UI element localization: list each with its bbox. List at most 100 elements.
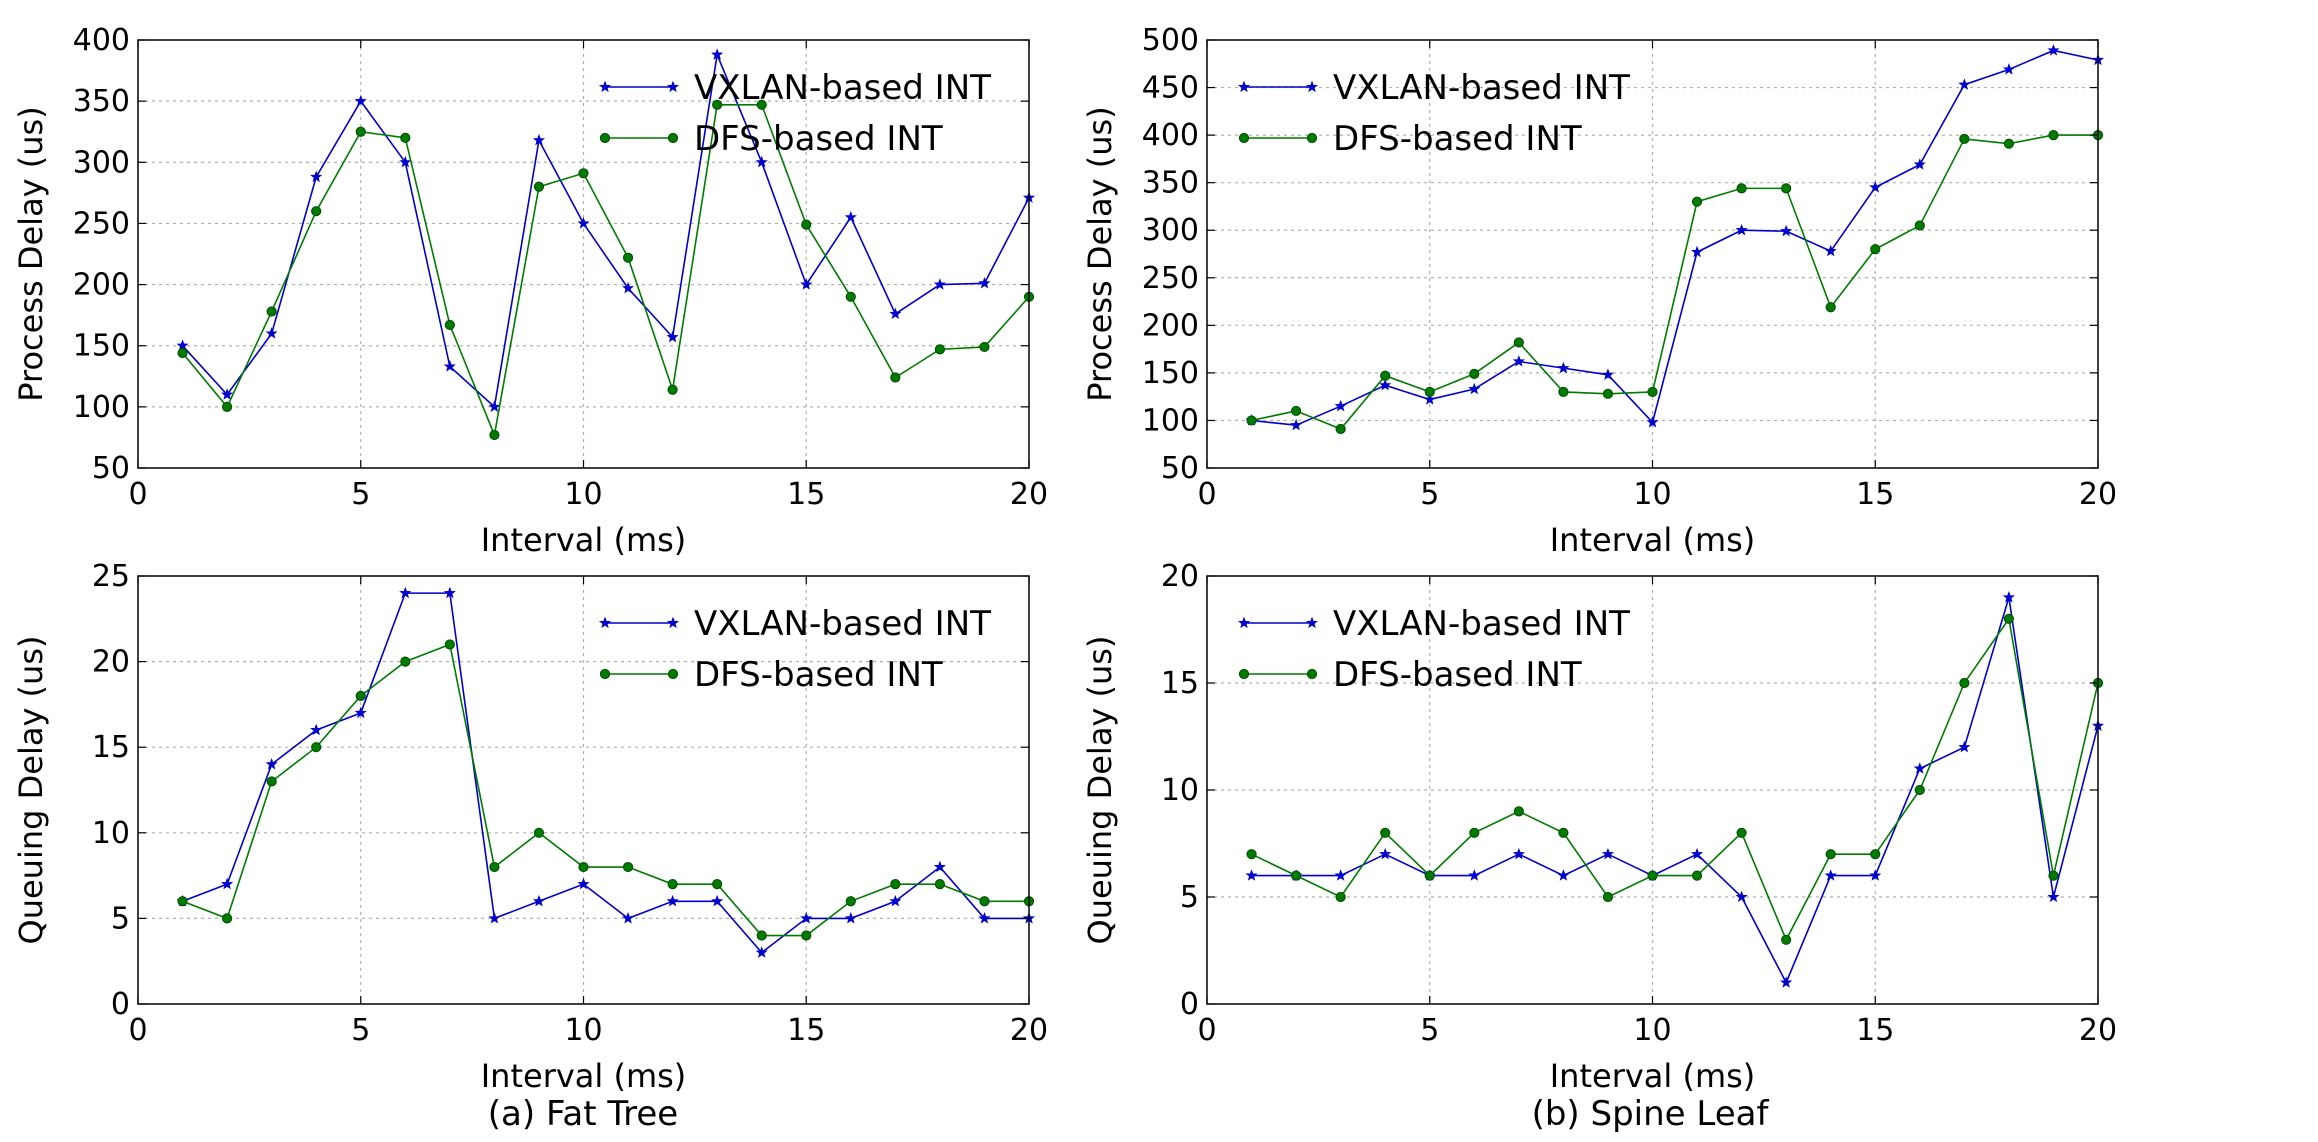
data-point-vxlan (2002, 591, 2015, 603)
series-line-dfs (1251, 616, 2099, 942)
data-point-vxlan (622, 912, 635, 924)
data-point-dfs (533, 181, 545, 192)
data-point-vxlan (310, 170, 323, 183)
legend-label-dfs: DFS-based INT (694, 655, 943, 695)
data-point-dfs (1335, 891, 1346, 903)
x-tick-label: 15 (1856, 477, 1894, 512)
data-point-vxlan (800, 278, 813, 290)
data-point-vxlan (443, 360, 456, 372)
data-point-vxlan (889, 307, 902, 320)
y-tick-label: 250 (73, 206, 130, 241)
legend-marker-vxlan (1305, 80, 1319, 93)
data-point-vxlan (532, 133, 545, 146)
data-point-dfs (1424, 870, 1435, 881)
legend-label-vxlan: VXLAN-based INT (1333, 604, 1630, 644)
x-tick-label: 10 (564, 477, 602, 512)
data-point-vxlan (666, 330, 679, 343)
y-tick-label: 0 (111, 987, 130, 1022)
y-tick-label: 50 (1161, 451, 1199, 486)
data-point-dfs (667, 879, 678, 890)
data-point-dfs (2048, 130, 2059, 141)
data-point-vxlan (1691, 847, 1704, 860)
data-point-dfs (890, 372, 901, 383)
x-tick-label: 10 (1633, 1013, 1671, 1048)
data-point-dfs (266, 776, 277, 787)
y-tick-label: 50 (92, 451, 130, 486)
data-point-dfs (444, 639, 455, 650)
data-point-vxlan (265, 757, 278, 770)
y-tick-label: 400 (73, 23, 130, 58)
data-point-dfs (311, 742, 322, 753)
data-point-vxlan (1557, 361, 1570, 374)
data-point-vxlan (755, 155, 768, 168)
data-point-vxlan (622, 281, 635, 294)
data-point-dfs (979, 896, 990, 907)
data-point-dfs (1959, 133, 1970, 145)
y-tick-label: 300 (73, 145, 130, 180)
data-point-vxlan (711, 48, 724, 60)
data-point-vxlan (666, 894, 679, 907)
data-point-vxlan (1379, 378, 1392, 391)
data-point-dfs (1246, 415, 1257, 426)
data-point-vxlan (399, 586, 412, 599)
data-point-vxlan (755, 946, 768, 958)
data-point-dfs (845, 896, 856, 907)
legend-marker-dfs (667, 668, 679, 680)
y-axis-label: Process Delay (us) (12, 106, 50, 401)
legend-marker-dfs (1306, 132, 1318, 144)
data-point-dfs (1781, 183, 1792, 194)
y-axis-label: Queuing Delay (us) (12, 636, 50, 945)
data-point-vxlan (1869, 869, 1882, 881)
x-tick-label: 0 (128, 1013, 147, 1048)
data-point-dfs (845, 291, 856, 302)
data-point-dfs (400, 656, 411, 667)
legend-marker-vxlan (1305, 616, 1319, 629)
series-line-dfs (182, 643, 1029, 937)
data-point-dfs (1291, 405, 1302, 417)
x-tick-label: 20 (2079, 477, 2117, 512)
data-point-dfs (1558, 386, 1569, 398)
data-point-dfs (801, 930, 812, 941)
data-point-vxlan (532, 894, 545, 907)
data-point-vxlan (1601, 847, 1614, 860)
data-point-vxlan (1245, 869, 1258, 881)
data-point-dfs (1825, 849, 1836, 860)
data-point-dfs (1736, 827, 1747, 838)
data-point-dfs (934, 879, 946, 890)
data-point-dfs (934, 344, 946, 355)
x-tick-label: 0 (1197, 477, 1216, 512)
y-tick-label: 150 (1142, 356, 1199, 391)
x-tick-label: 0 (1197, 1013, 1216, 1048)
caption-fat-tree: (a) Fat Tree (488, 1094, 678, 1134)
data-point-vxlan (1869, 181, 1882, 193)
x-tick-label: 5 (351, 1013, 370, 1048)
data-point-dfs (222, 913, 233, 924)
chart-fat-tree-queuing: 0 5 10 15 20 0 5 10 15 20 25 Interval (ms) Queuing D… (12, 559, 1048, 1095)
data-point-vxlan (221, 877, 234, 890)
series-line-dfs (181, 104, 1030, 438)
data-point-vxlan (354, 94, 367, 107)
data-point-dfs (1335, 423, 1346, 435)
x-tick-label: 15 (787, 1013, 825, 1048)
data-point-dfs (1424, 386, 1435, 398)
data-point-dfs (2003, 138, 2015, 149)
data-point-vxlan (1735, 890, 1748, 903)
data-point-vxlan (443, 586, 456, 599)
legend-label-vxlan: VXLAN-based INT (694, 68, 991, 108)
data-point-dfs (578, 168, 589, 179)
y-tick-label: 350 (1142, 166, 1199, 201)
data-point-dfs (1870, 849, 1881, 860)
data-point-dfs (2003, 613, 2015, 624)
data-point-dfs (1691, 196, 1703, 207)
data-point-vxlan (221, 388, 234, 400)
x-tick-label: 5 (351, 477, 370, 512)
data-point-dfs (1959, 677, 1970, 689)
data-point-vxlan (354, 706, 367, 719)
y-tick-label: 100 (73, 390, 130, 425)
data-point-vxlan (577, 877, 590, 890)
data-point-dfs (266, 306, 277, 317)
data-point-vxlan (1913, 762, 1926, 774)
data-point-vxlan (1334, 869, 1347, 881)
legend-marker-vxlan (666, 616, 680, 629)
